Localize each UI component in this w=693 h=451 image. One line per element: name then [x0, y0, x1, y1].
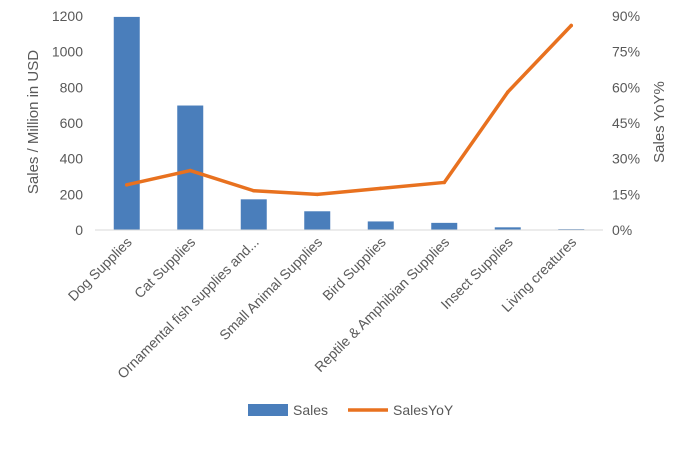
right-tick-label: 90%	[612, 8, 640, 24]
bar-sales-1	[177, 106, 203, 230]
right-axis-title: Sales YoY%	[651, 81, 668, 163]
left-tick-label: 400	[60, 151, 84, 167]
point-salesyoy-3	[316, 193, 320, 197]
left-axis-title: Sales / Million in USD	[25, 50, 42, 194]
x-tick-label: Small Animal Supplies	[216, 234, 325, 343]
bar-sales-5	[431, 223, 457, 230]
point-salesyoy-0	[125, 183, 129, 187]
point-salesyoy-6	[506, 90, 510, 94]
bar-sales-4	[368, 221, 394, 230]
x-tick-label: Cat Supplies	[131, 234, 198, 301]
point-salesyoy-2	[252, 189, 256, 193]
left-tick-label: 1200	[52, 8, 83, 24]
legend-sales-swatch	[248, 404, 288, 416]
left-tick-label: 200	[60, 186, 84, 202]
left-axis-ticks: 0 200 400 600 800 1000 1200	[52, 8, 83, 238]
left-tick-label: 1000	[52, 44, 83, 60]
legend-salesyoy-label: SalesYoY	[393, 402, 454, 418]
x-tick-label: Bird Supplies	[319, 234, 389, 304]
left-tick-label: 600	[60, 115, 84, 131]
bar-sales-0	[114, 17, 140, 230]
right-tick-label: 45%	[612, 115, 640, 131]
point-salesyoy-4	[379, 187, 383, 191]
left-tick-label: 0	[75, 222, 83, 238]
right-axis-ticks: 0% 15% 30% 45% 60% 75% 90%	[612, 8, 640, 238]
right-tick-label: 60%	[612, 79, 640, 95]
bar-sales-3	[304, 211, 330, 230]
x-tick-label: Dog Supplies	[65, 234, 135, 304]
right-tick-label: 75%	[612, 44, 640, 60]
sales-bars	[114, 17, 585, 230]
legend: Sales SalesYoY	[248, 402, 454, 418]
point-salesyoy-7	[570, 24, 574, 28]
right-tick-label: 0%	[612, 222, 632, 238]
right-tick-label: 15%	[612, 186, 640, 202]
legend-sales-label: Sales	[293, 402, 328, 418]
x-tick-label: Reptile & Amphibian Supplies	[311, 234, 452, 375]
bar-sales-2	[241, 199, 267, 230]
right-tick-label: 30%	[612, 151, 640, 167]
point-salesyoy-5	[443, 181, 447, 185]
point-salesyoy-1	[189, 169, 193, 173]
left-tick-label: 800	[60, 79, 84, 95]
